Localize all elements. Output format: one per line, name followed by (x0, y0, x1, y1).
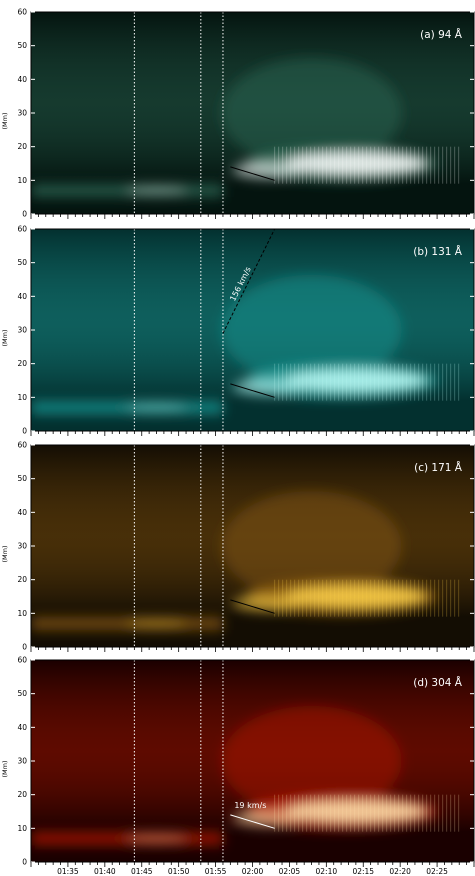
y-axis-title: (Mm) (1, 112, 9, 129)
fit-line-1 (222, 228, 276, 334)
fit-line-0 (230, 814, 275, 829)
y-tick-label: 60 (17, 656, 27, 665)
x-tick-label: 01:50 (168, 867, 190, 876)
y-tick-label: 10 (17, 393, 27, 402)
x-tick-label: 01:45 (131, 867, 153, 876)
panel-label: (b) 131 Å (413, 245, 463, 258)
y-tick-label: 50 (17, 474, 27, 483)
panel-0: (a) 94 Å 0 10 20 30 40 50 60 (Mm) (1, 8, 475, 219)
x-tick-label: 01:35 (57, 867, 79, 876)
y-tick-label: 40 (17, 723, 27, 732)
y-tick-label: 60 (17, 225, 27, 234)
fit-line-0 (230, 166, 275, 181)
y-tick-label: 40 (17, 292, 27, 301)
x-tick-label: 02:20 (389, 867, 411, 876)
y-tick-label: 10 (17, 609, 27, 618)
y-tick-label: 50 (17, 689, 27, 698)
y-tick-label: 20 (17, 575, 27, 584)
x-tick-label: 02:10 (316, 867, 338, 876)
y-tick-label: 30 (17, 542, 27, 551)
y-tick-label: 20 (17, 790, 27, 799)
y-tick-label: 0 (22, 643, 27, 652)
panel-3: 19 km/s (d) 304 Å 0 10 20 30 40 50 60 (Mm) 01:35 01… (1, 656, 475, 876)
speed-label: 19 km/s (234, 801, 266, 810)
heatmap-image (31, 229, 474, 431)
panel-label: (a) 94 Å (420, 28, 463, 41)
y-tick-label: 40 (17, 508, 27, 517)
y-axis-title: (Mm) (1, 760, 9, 777)
heatmap-image (31, 12, 474, 214)
y-tick-label: 30 (17, 109, 27, 118)
y-tick-label: 0 (22, 427, 27, 436)
panel-2: (c) 171 Å 0 10 20 30 40 50 60 (Mm) (1, 441, 475, 652)
y-tick-label: 0 (22, 858, 27, 867)
x-tick-label: 02:15 (352, 867, 374, 876)
panel-label: (d) 304 Å (413, 676, 463, 689)
y-tick-label: 50 (17, 41, 27, 50)
y-tick-label: 60 (17, 441, 27, 450)
y-tick-label: 10 (17, 176, 27, 185)
y-axis-title: (Mm) (1, 329, 9, 346)
x-tick-label: 02:25 (426, 867, 448, 876)
y-tick-label: 10 (17, 824, 27, 833)
y-tick-label: 30 (17, 326, 27, 335)
y-axis-title: (Mm) (1, 545, 9, 562)
y-tick-label: 20 (17, 142, 27, 151)
x-tick-label: 02:05 (279, 867, 301, 876)
x-tick-label: 01:55 (205, 867, 227, 876)
y-tick-label: 30 (17, 757, 27, 766)
fit-line-0 (230, 599, 275, 614)
y-tick-label: 0 (22, 210, 27, 219)
heatmap-image (31, 660, 474, 862)
y-tick-label: 40 (17, 75, 27, 84)
heatmap-image (31, 445, 474, 647)
panel-label: (c) 171 Å (414, 461, 463, 474)
x-tick-label: 02:00 (242, 867, 264, 876)
y-tick-label: 60 (17, 8, 27, 17)
y-tick-label: 20 (17, 359, 27, 368)
fit-line-0 (230, 383, 275, 398)
x-tick-label: 01:40 (94, 867, 116, 876)
y-tick-label: 50 (17, 258, 27, 267)
